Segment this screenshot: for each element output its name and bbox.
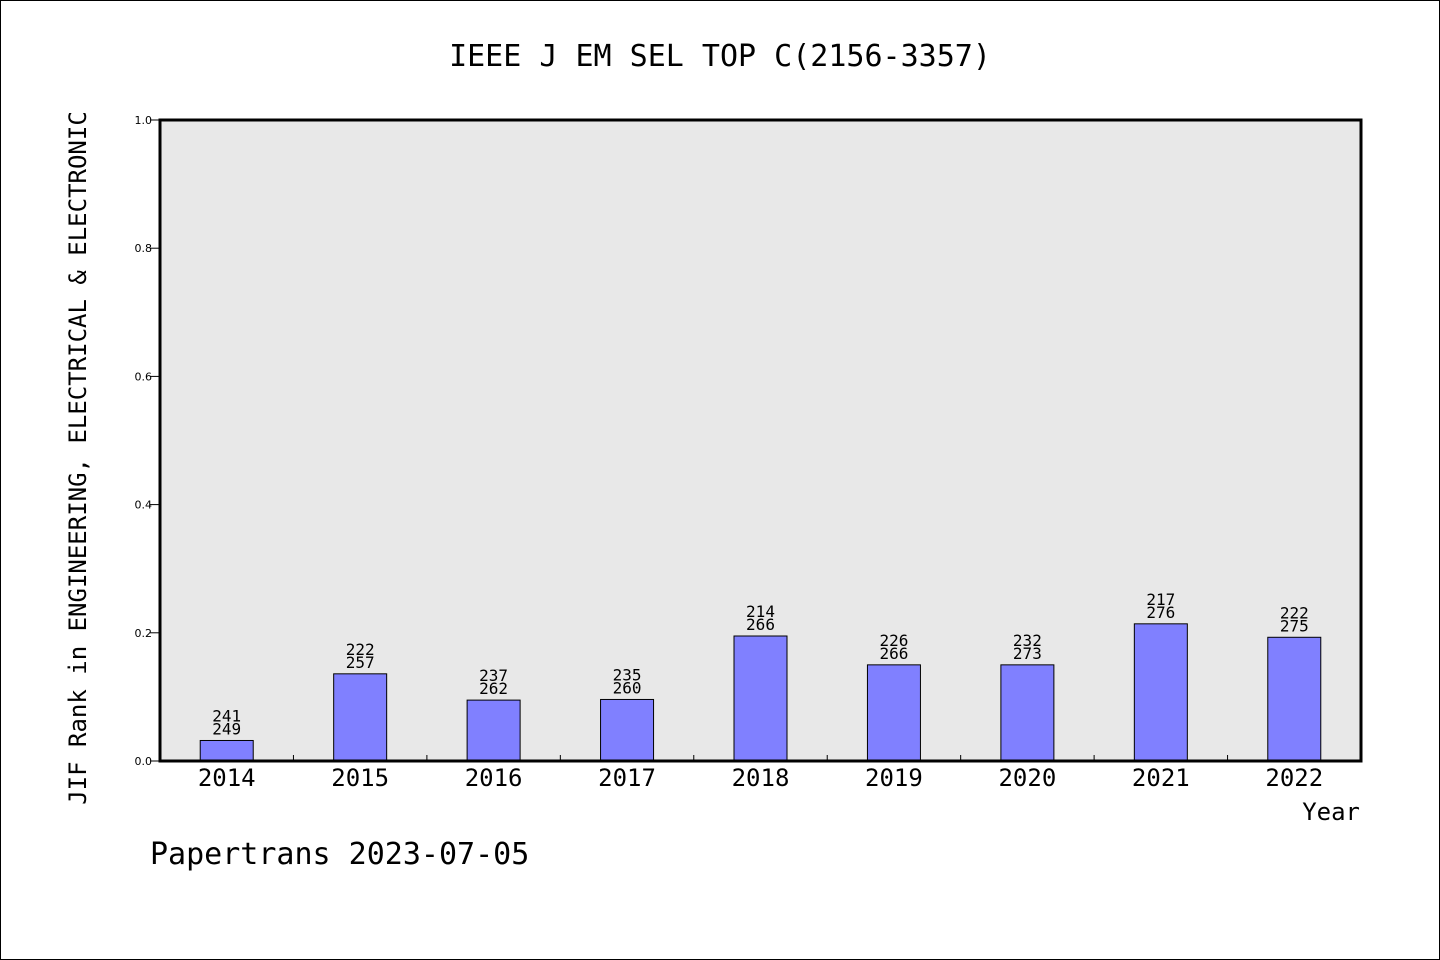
data-label-total-2016: 262 xyxy=(479,679,508,698)
data-label-rank-2017: 235 xyxy=(613,665,642,684)
data-label-rank-2022: 222 xyxy=(1280,603,1309,622)
data-label-total-2019: 266 xyxy=(879,644,908,663)
y-axis-ticks: 0.0 0.2 0.4 0.6 0.8 1.0 xyxy=(135,114,160,768)
bar-2022 xyxy=(1267,636,1322,762)
bar-2015 xyxy=(333,673,388,762)
x-tick-label-2017: 2017 xyxy=(598,764,656,792)
x-tick-label-2015: 2015 xyxy=(331,764,389,792)
y-tick-label: 0.0 xyxy=(135,755,153,768)
data-label-rank-2021: 217 xyxy=(1146,590,1175,609)
data-label-rank-2015: 222 xyxy=(346,640,375,659)
bar-2019 xyxy=(866,664,921,762)
data-label-total-2021: 276 xyxy=(1146,603,1175,622)
data-label-total-2014: 249 xyxy=(212,719,241,738)
y-tick-label: 0.8 xyxy=(135,242,153,255)
y-axis-label: JIF Rank in ENGINEERING, ELECTRICAL & EL… xyxy=(64,111,92,805)
y-tick-label: 0.4 xyxy=(135,499,153,512)
data-label-total-2017: 260 xyxy=(613,678,642,697)
x-tick-label-2018: 2018 xyxy=(732,764,790,792)
y-tick-label: 0.2 xyxy=(135,627,153,640)
bar-group xyxy=(199,623,1322,762)
x-tick-label-2021: 2021 xyxy=(1132,764,1190,792)
x-tick-label-2014: 2014 xyxy=(198,764,256,792)
x-axis-label: Year xyxy=(1302,798,1360,826)
data-label-rank-2016: 237 xyxy=(479,666,508,685)
data-label-rank-2014: 241 xyxy=(212,706,241,725)
y-tick-label: 0.6 xyxy=(135,370,153,383)
plot-border xyxy=(158,118,1363,763)
x-tick-label-2022: 2022 xyxy=(1265,764,1323,792)
data-label-total-2018: 266 xyxy=(746,615,775,634)
x-tick-label-2019: 2019 xyxy=(865,764,923,792)
data-label-rank-2018: 214 xyxy=(746,602,775,621)
data-label-total-2022: 275 xyxy=(1280,616,1309,635)
data-label-total-2020: 273 xyxy=(1013,644,1042,663)
x-axis-ticks: 2014 2015 2016 2017 2018 2019 2020 2021 2022 xyxy=(198,755,1323,792)
bar-2014 xyxy=(199,739,254,762)
chart-title: IEEE J EM SEL TOP C(2156-3357) xyxy=(449,39,991,74)
bar-2018 xyxy=(733,635,788,762)
bar-2020 xyxy=(1000,664,1055,762)
watermark-text: Papertrans 2023-07-05 xyxy=(150,837,529,872)
data-label-rank-2020: 232 xyxy=(1013,631,1042,650)
data-label-rank-2019: 226 xyxy=(879,631,908,650)
bar-2021 xyxy=(1133,623,1188,762)
x-tick-label-2016: 2016 xyxy=(465,764,523,792)
y-tick-label: 1.0 xyxy=(135,114,153,127)
x-tick-label-2020: 2020 xyxy=(998,764,1056,792)
data-label-group: 2412492222572372622352602142662262662322… xyxy=(212,590,1308,739)
bar-2016 xyxy=(466,699,521,762)
data-label-total-2015: 257 xyxy=(346,653,375,672)
bar-2017 xyxy=(600,698,655,762)
